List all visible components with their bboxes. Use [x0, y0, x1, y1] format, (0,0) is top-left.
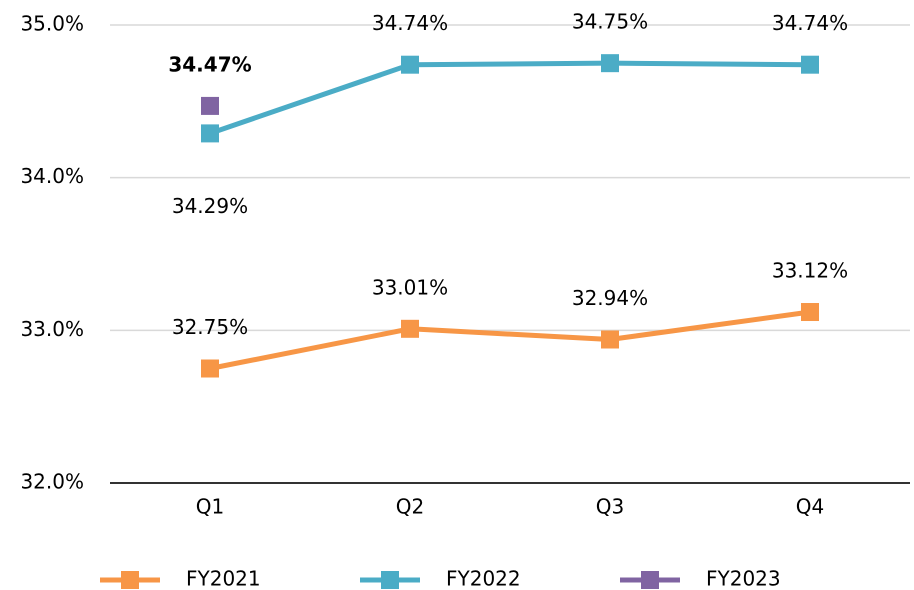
legend-label: FY2023	[706, 567, 781, 590]
y-tick-label: 34.0%	[20, 164, 84, 188]
marker	[601, 54, 619, 73]
legend-marker	[121, 571, 139, 589]
marker	[201, 124, 219, 143]
y-tick-label: 33.0%	[20, 317, 84, 341]
y-tick-label: 35.0%	[20, 12, 84, 36]
series-line	[209, 60, 811, 136]
x-tick-label: Q1	[196, 495, 224, 519]
data-label: 33.01%	[372, 275, 448, 299]
marker	[201, 96, 219, 115]
x-tick-label: Q2	[396, 495, 424, 519]
x-tick-label: Q3	[596, 495, 624, 519]
data-label: 32.75%	[172, 315, 248, 339]
marker	[801, 55, 819, 74]
marker	[201, 359, 219, 378]
data-label: 34.74%	[772, 11, 848, 35]
data-label: 34.47%	[168, 52, 251, 76]
marker	[601, 330, 619, 349]
legend-label: FY2022	[446, 567, 521, 590]
legend-marker	[381, 571, 399, 589]
marker	[801, 303, 819, 322]
data-label: 32.94%	[572, 286, 648, 310]
series-line	[209, 309, 811, 371]
legend-label: FY2021	[186, 567, 261, 590]
marker	[401, 55, 419, 74]
marker	[401, 319, 419, 338]
legend-marker	[641, 571, 659, 589]
data-label: 33.12%	[772, 259, 848, 283]
data-label: 34.75%	[572, 10, 648, 34]
data-label: 34.74%	[372, 11, 448, 35]
data-label: 34.29%	[172, 194, 248, 218]
x-tick-label: Q4	[796, 495, 824, 519]
y-tick-label: 32.0%	[20, 470, 84, 494]
